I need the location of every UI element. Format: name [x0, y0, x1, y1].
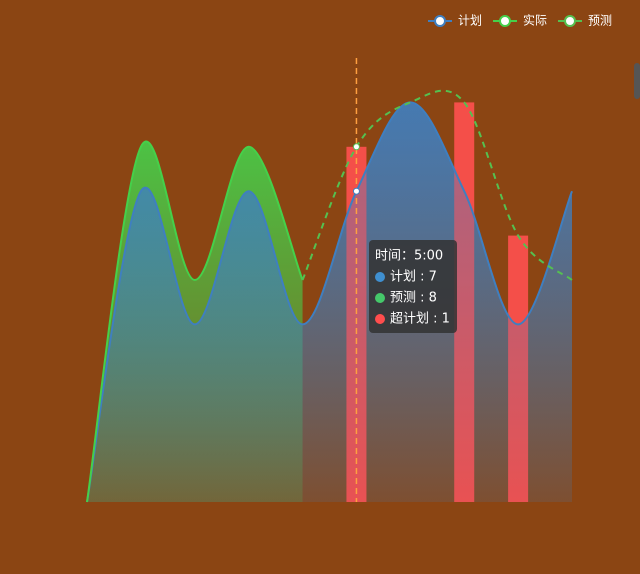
- area-overlay: [87, 102, 572, 503]
- hover-dot: [352, 187, 360, 195]
- tooltip-item: 超计划 : 1: [390, 312, 450, 327]
- tooltip-item: 计划 : 7: [390, 270, 437, 285]
- legend-icon: [434, 15, 446, 27]
- tooltip-dot: [375, 314, 385, 324]
- hover-dot: [352, 143, 360, 151]
- tooltip-item: 预测 : 8: [390, 291, 437, 306]
- legend-icon: [499, 15, 511, 27]
- series-line: [301, 89, 573, 281]
- legend-label: 预测: [588, 14, 612, 28]
- tooltip-dot: [375, 272, 385, 282]
- side-tab: [634, 63, 640, 99]
- series-line: [86, 140, 304, 503]
- legend-label: 计划: [458, 14, 482, 28]
- series-line: [86, 101, 573, 503]
- tooltip-dot: [375, 293, 385, 303]
- tooltip-box: [369, 240, 457, 333]
- legend-label: 实际: [523, 13, 547, 28]
- legend-icon: [564, 15, 576, 27]
- tooltip-title: 时间：5:00: [375, 249, 443, 264]
